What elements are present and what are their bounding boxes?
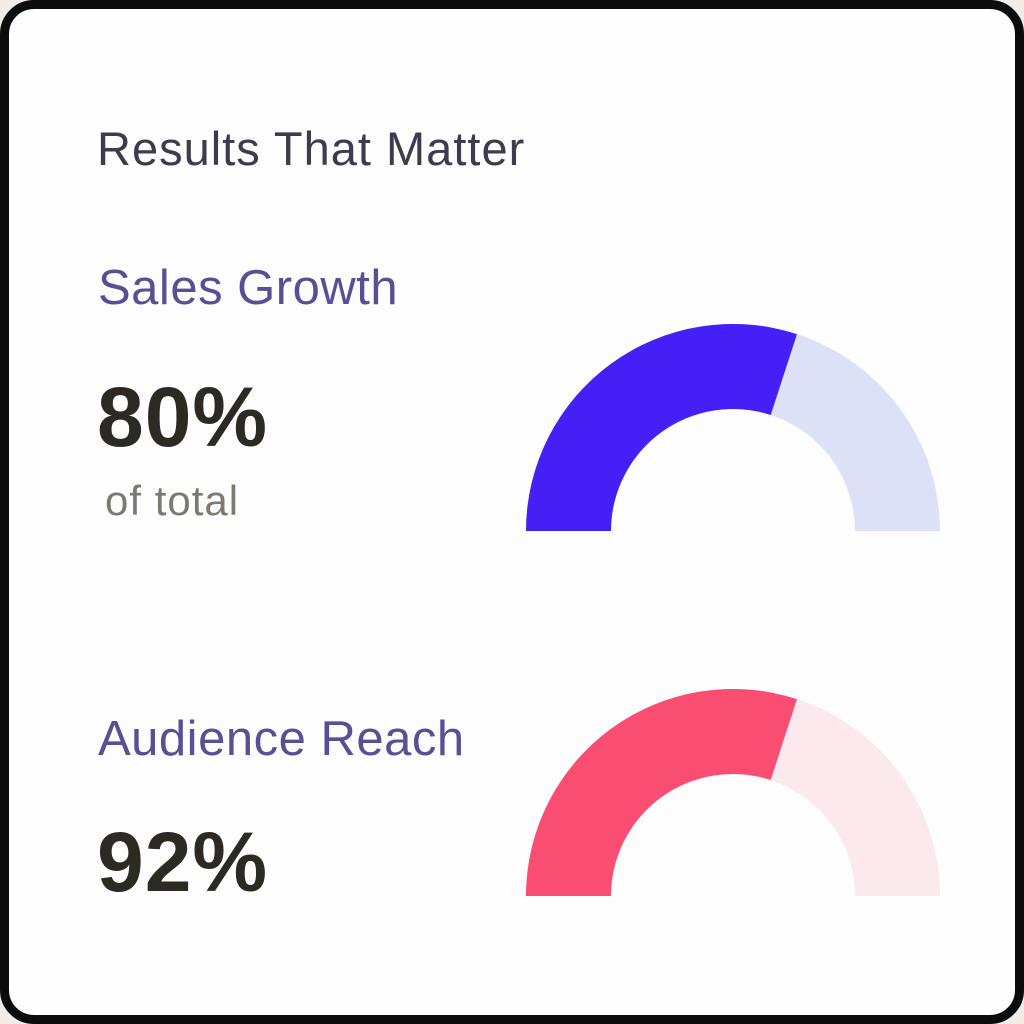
gauge-label: Audience Reach <box>98 712 465 766</box>
gauge-fill-arc <box>526 324 797 531</box>
gauge-value: 92% <box>97 815 269 909</box>
gauge-value: 80% <box>97 370 269 464</box>
gauge-label: Sales Growth <box>98 261 399 315</box>
gauge-fill-arc <box>526 689 797 896</box>
gauge-sublabel: of total <box>105 477 240 524</box>
gauge-chart-audience-reach <box>526 689 940 896</box>
gauge-chart-sales-growth <box>526 324 940 531</box>
page-title: Results That Matter <box>97 122 526 176</box>
